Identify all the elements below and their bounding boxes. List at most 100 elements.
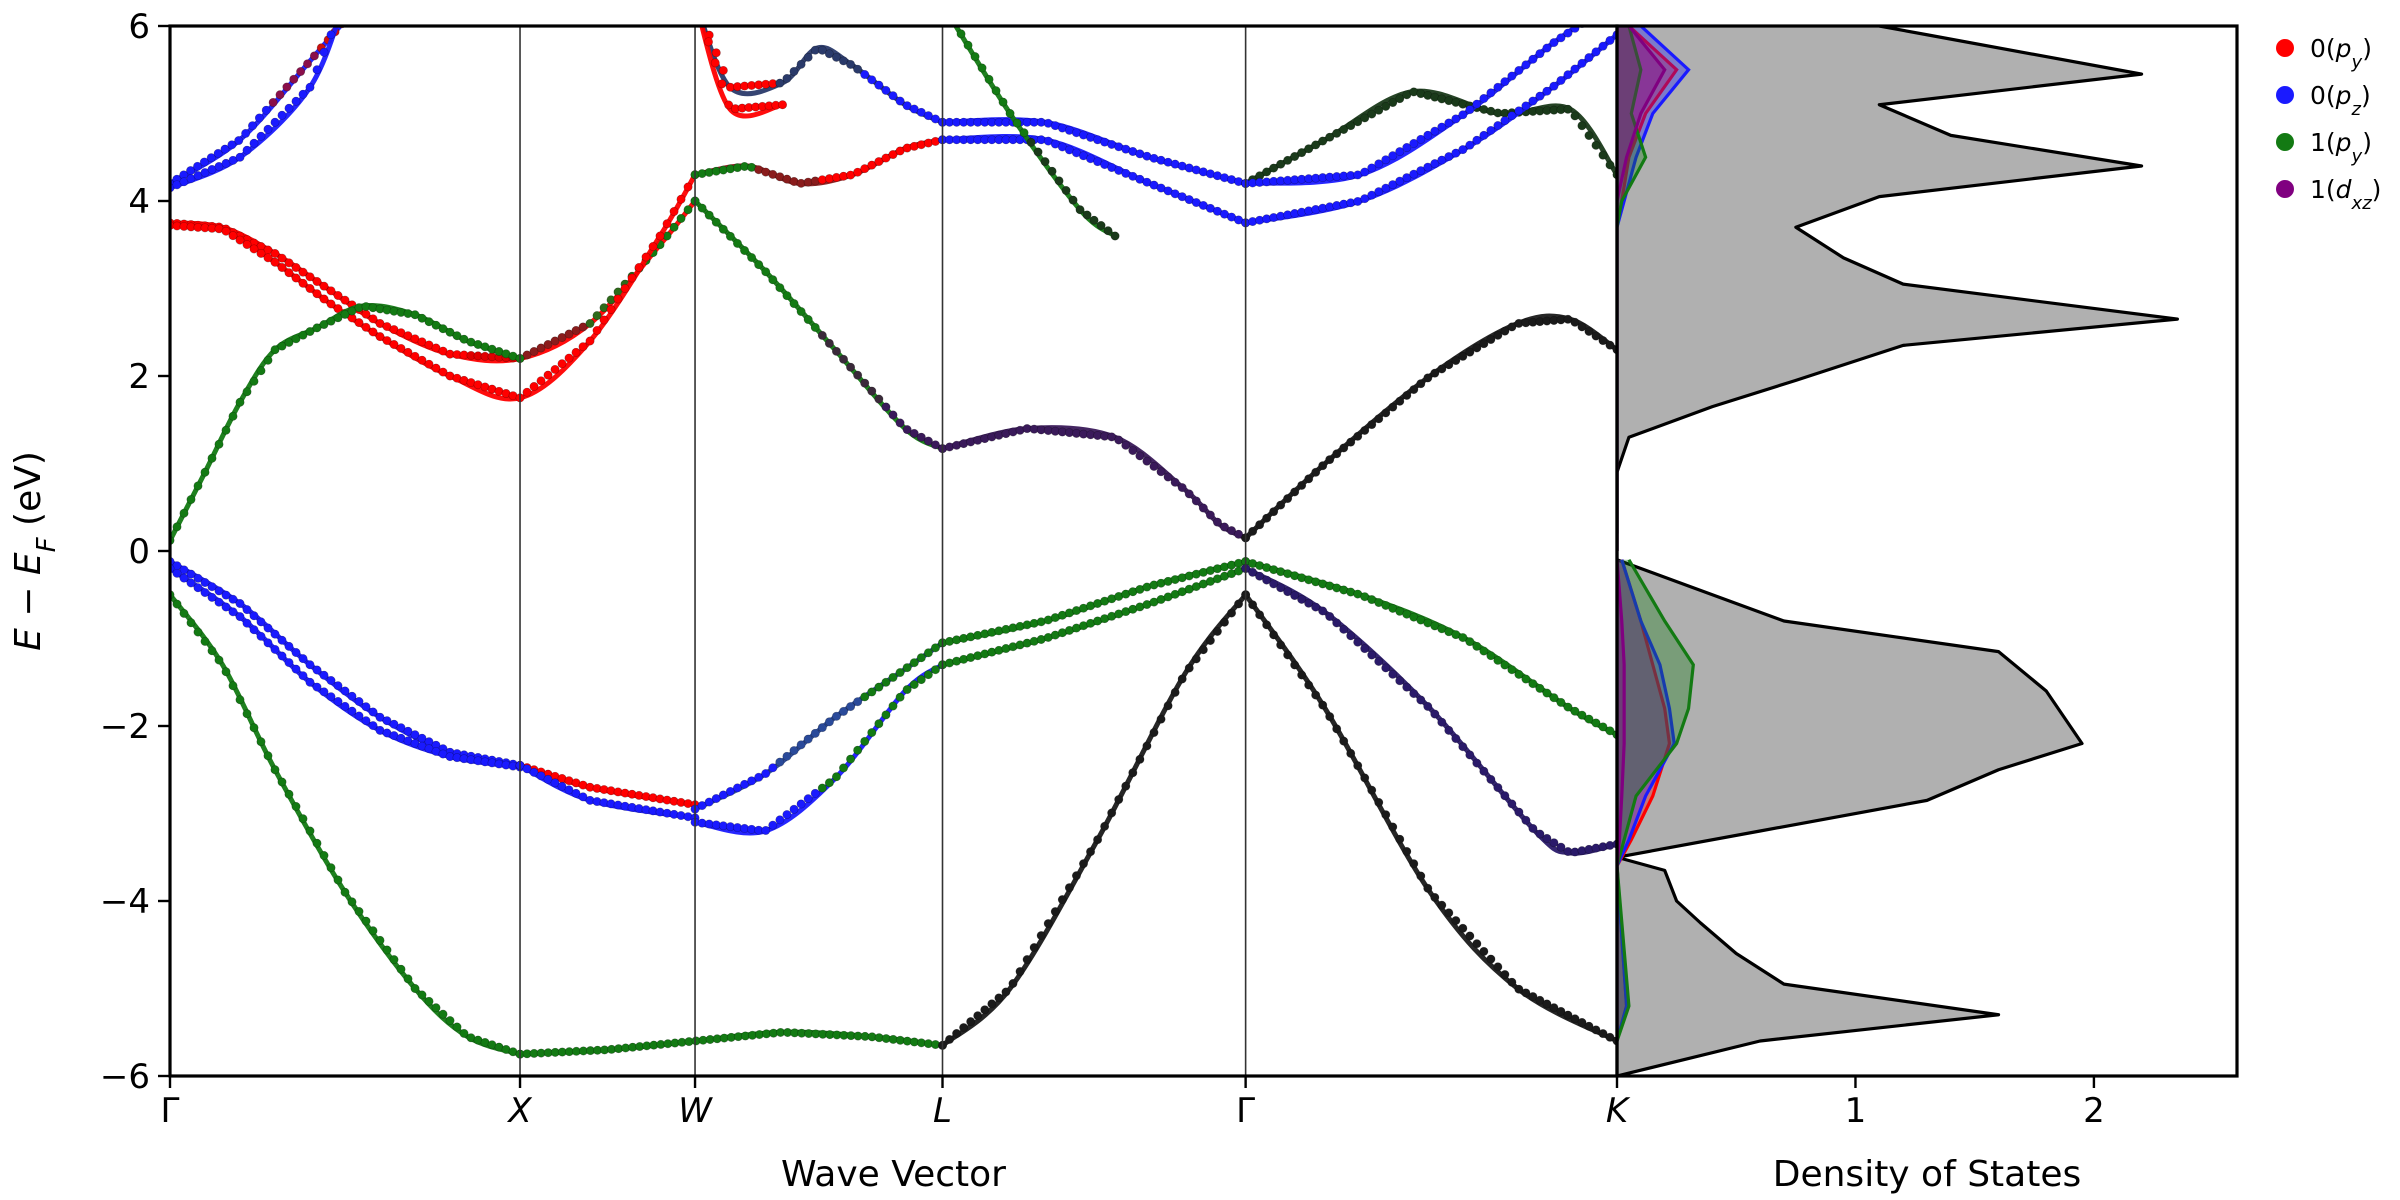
band-marker xyxy=(312,65,322,75)
band-marker xyxy=(354,318,364,328)
band-marker xyxy=(895,96,905,106)
band-marker xyxy=(1036,931,1046,941)
band-marker xyxy=(1556,697,1566,707)
y-tick-label: 4 xyxy=(128,182,150,222)
band-marker xyxy=(347,306,357,316)
band-marker xyxy=(1040,157,1050,167)
band-marker xyxy=(1318,700,1328,710)
band-marker xyxy=(1374,105,1384,115)
band-marker xyxy=(199,157,209,167)
x-axis-title: Wave Vector xyxy=(781,1154,1006,1195)
band-marker xyxy=(1577,322,1587,332)
band-marker xyxy=(361,916,371,926)
band-marker xyxy=(669,222,679,232)
band-marker xyxy=(839,763,849,773)
band-marker xyxy=(1605,340,1615,350)
band-marker xyxy=(221,667,231,677)
band-marker xyxy=(952,1029,962,1039)
band-marker xyxy=(347,706,357,716)
band-marker xyxy=(1360,167,1370,177)
band-marker xyxy=(718,224,728,234)
band-marker xyxy=(867,687,877,697)
band-marker xyxy=(909,680,919,690)
band-marker xyxy=(1423,162,1433,172)
band-marker xyxy=(1444,152,1454,162)
band-marker xyxy=(1304,474,1314,484)
band-marker xyxy=(860,70,870,80)
band-marker xyxy=(277,635,287,645)
band-marker xyxy=(368,707,378,717)
band-marker xyxy=(1374,159,1384,169)
band-marker xyxy=(1591,47,1601,57)
band-marker xyxy=(698,13,706,21)
band-marker xyxy=(1047,166,1057,176)
band-marker xyxy=(1381,810,1391,820)
band-marker xyxy=(1430,126,1440,136)
band-marker xyxy=(340,686,350,696)
band-marker xyxy=(1479,93,1489,103)
band-marker xyxy=(585,336,595,346)
band-marker xyxy=(410,983,420,993)
band-line xyxy=(170,592,523,1057)
band-marker xyxy=(431,1003,441,1013)
band-marker xyxy=(1493,330,1503,340)
band-marker xyxy=(1290,487,1300,497)
band-marker xyxy=(1283,587,1293,597)
pdos-line xyxy=(1617,26,1648,551)
band-marker xyxy=(1409,385,1419,395)
band-marker xyxy=(703,37,713,47)
band-marker xyxy=(895,418,905,428)
band-marker xyxy=(1514,65,1524,75)
pdos-fill xyxy=(1617,26,1646,551)
band-marker xyxy=(1570,317,1580,327)
band-marker xyxy=(1043,919,1053,929)
kpoint-label: K xyxy=(1606,1091,1631,1131)
band-marker xyxy=(1451,916,1461,926)
band-marker xyxy=(1346,437,1356,447)
band-marker xyxy=(319,281,329,291)
dos-axis-title: Density of States xyxy=(1773,1154,2082,1195)
band-marker xyxy=(846,754,856,764)
band-marker xyxy=(998,97,1008,107)
band-marker xyxy=(754,772,764,782)
band-marker xyxy=(1556,33,1566,43)
band-marker xyxy=(1486,335,1496,345)
band-marker xyxy=(606,304,616,314)
band-marker xyxy=(186,618,196,628)
band-marker xyxy=(1465,140,1475,150)
dos-total-valence-fill xyxy=(1617,559,2082,1076)
band-marker xyxy=(1325,455,1335,465)
band-marker xyxy=(564,353,574,363)
band-marker xyxy=(1311,467,1321,477)
band-marker xyxy=(417,355,427,365)
band-marker xyxy=(620,283,630,293)
band-marker xyxy=(221,602,231,612)
band-marker xyxy=(249,138,259,148)
y-tick-label: 6 xyxy=(128,7,150,47)
band-marker xyxy=(536,771,546,781)
band-marker xyxy=(522,764,532,774)
band-marker xyxy=(902,685,912,695)
band-marker xyxy=(214,439,224,449)
band-curve xyxy=(1241,26,1586,189)
band-marker xyxy=(445,327,455,337)
band-marker xyxy=(529,346,539,356)
y-axis-title: E − EF (eV) xyxy=(8,451,62,651)
band-curve xyxy=(170,196,700,364)
band-marker xyxy=(1409,859,1419,869)
band-marker xyxy=(1528,992,1538,1002)
band-marker xyxy=(1107,808,1117,818)
band-marker xyxy=(1142,456,1152,466)
pdos-fill xyxy=(1617,559,1694,1041)
band-marker xyxy=(732,238,742,248)
band-marker xyxy=(930,114,940,124)
band-marker xyxy=(669,207,679,217)
band-marker xyxy=(1068,195,1078,205)
band-marker xyxy=(361,702,371,712)
band-marker xyxy=(1353,117,1363,127)
band-marker xyxy=(1346,631,1356,641)
y-tick-label: 2 xyxy=(128,357,150,397)
y-tick-label: −4 xyxy=(100,882,150,922)
band-marker xyxy=(445,1016,455,1026)
band-marker xyxy=(1339,443,1349,453)
